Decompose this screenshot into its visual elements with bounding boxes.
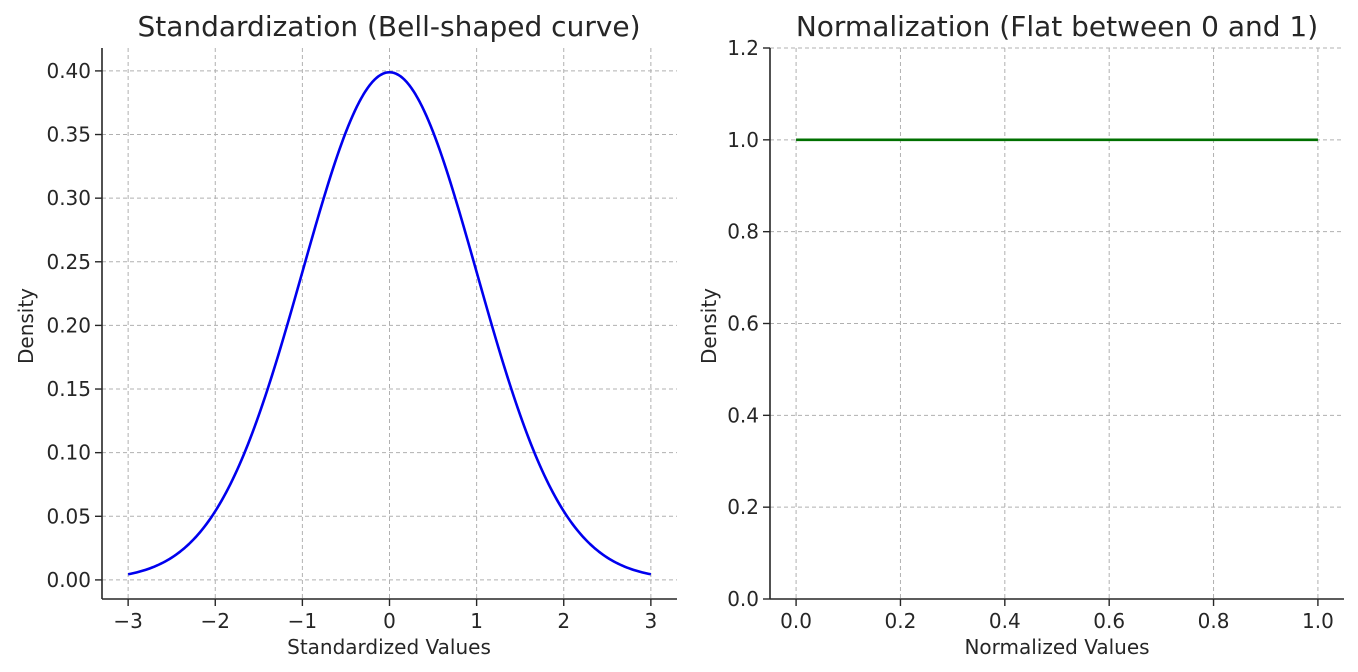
x-axis-label: Normalized Values <box>964 635 1149 659</box>
y-tick-label: 0.15 <box>46 377 91 401</box>
y-axis-label: Density <box>697 288 721 364</box>
x-tick-label: 1 <box>470 609 483 633</box>
x-tick-label: 0.8 <box>1198 609 1230 633</box>
y-tick-label: 0.30 <box>46 186 91 210</box>
y-tick-label: 0.25 <box>46 250 91 274</box>
grid <box>102 48 677 599</box>
chart-title: Normalization (Flat between 0 and 1) <box>796 10 1318 43</box>
y-tick-label: 0.00 <box>46 568 91 592</box>
y-tick-label: 0.05 <box>46 504 91 528</box>
y-axis-label: Density <box>14 288 38 364</box>
y-tick-label: 1.0 <box>727 128 759 152</box>
y-tick-label: 0.2 <box>727 495 759 519</box>
x-tick-label: −2 <box>201 609 230 633</box>
x-tick-label: 0.2 <box>885 609 917 633</box>
x-tick-label: 0.4 <box>989 609 1021 633</box>
standardization-chart: Standardization (Bell-shaped curve) −3 −2… <box>14 10 677 659</box>
x-axis-ticks: 0.0 0.2 0.4 0.6 0.8 1.0 <box>780 599 1334 633</box>
y-tick-label: 0.4 <box>727 403 759 427</box>
y-tick-label: 0.6 <box>727 312 759 336</box>
y-tick-label: 1.2 <box>727 36 759 60</box>
normalization-chart: Normalization (Flat between 0 and 1) 0.0… <box>697 10 1344 659</box>
x-tick-label: −3 <box>113 609 142 633</box>
x-tick-label: 3 <box>644 609 657 633</box>
y-tick-label: 0.20 <box>46 313 91 337</box>
y-tick-label: 0.0 <box>727 587 759 611</box>
x-axis-ticks: −3 −2 −1 0 1 2 3 <box>113 599 657 633</box>
series-line <box>127 70 652 576</box>
y-tick-label: 0.10 <box>46 441 91 465</box>
y-tick-label: 0.40 <box>46 59 91 83</box>
x-tick-label: −1 <box>288 609 317 633</box>
grid <box>770 47 1344 600</box>
y-axis-ticks: 0.0 0.2 0.4 0.6 0.8 1.0 1.2 <box>727 36 770 611</box>
x-tick-label: 1.0 <box>1302 609 1334 633</box>
y-axis-ticks: 0.00 0.05 0.10 0.15 0.20 0.25 0.30 0.35 0.40 <box>46 59 102 592</box>
x-tick-label: 0.6 <box>1093 609 1125 633</box>
x-tick-label: 0.0 <box>780 609 812 633</box>
x-tick-label: 2 <box>557 609 570 633</box>
y-tick-label: 0.35 <box>46 123 91 147</box>
y-tick-label: 0.8 <box>727 220 759 244</box>
x-tick-label: 0 <box>383 609 396 633</box>
x-axis-label: Standardized Values <box>287 635 491 659</box>
chart-title: Standardization (Bell-shaped curve) <box>137 10 640 43</box>
series-layer <box>127 70 652 576</box>
